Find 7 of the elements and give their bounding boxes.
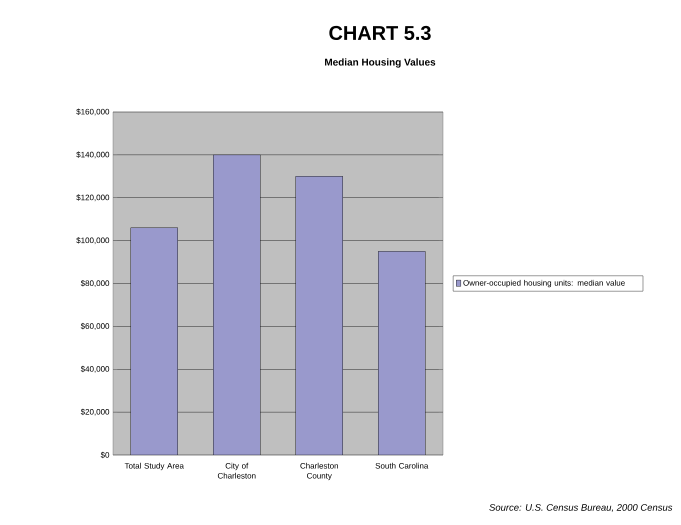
- bar: [213, 154, 260, 455]
- source-note: Source: U.S. Census Bureau, 2000 Census: [489, 504, 672, 512]
- chart-title: CHART 5.3: [329, 26, 431, 40]
- chart-subtitle: Median Housing Values: [325, 58, 436, 68]
- bar: [296, 176, 343, 455]
- bar: [130, 228, 178, 455]
- bar: [378, 251, 426, 455]
